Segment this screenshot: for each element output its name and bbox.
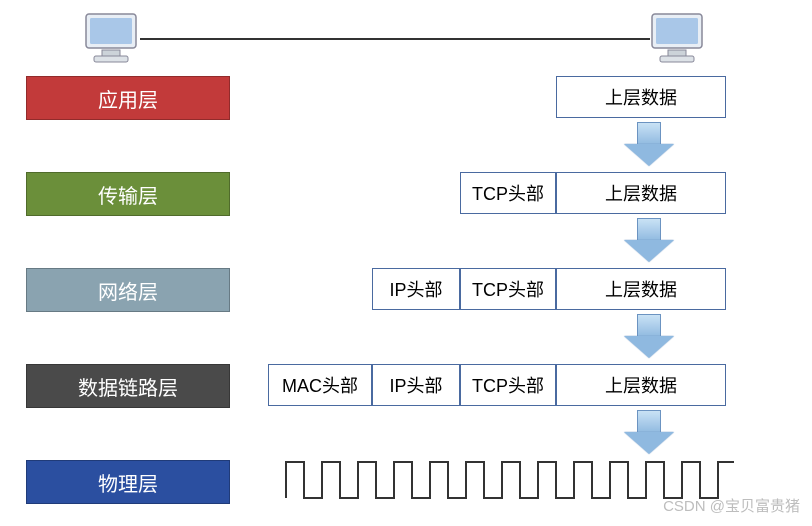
down-arrow-2 [624,314,674,360]
computer-left-icon [80,10,142,66]
encap-row-3: MAC头部IP头部TCP头部上层数据 [268,364,726,406]
layer-label-app: 应用层 [26,76,230,120]
layer-label-transport: 传输层 [26,172,230,216]
segment-tcp: TCP头部 [460,172,556,214]
encap-row-1: TCP头部上层数据 [460,172,726,214]
segment-tcp: TCP头部 [460,364,556,406]
segment-payload: 上层数据 [556,76,726,118]
segment-payload: 上层数据 [556,172,726,214]
down-arrow-3 [624,410,674,456]
layer-label-network: 网络层 [26,268,230,312]
encap-row-2: IP头部TCP头部上层数据 [372,268,726,310]
segment-payload: 上层数据 [556,364,726,406]
segment-ip: IP头部 [372,268,460,310]
computer-right-icon [646,10,708,66]
physical-square-wave [284,460,734,500]
segment-payload: 上层数据 [556,268,726,310]
diagram-canvas: 应用层传输层网络层数据链路层物理层 上层数据TCP头部上层数据IP头部TCP头部… [0,0,812,526]
watermark-text: CSDN @宝贝富贵猪 [663,495,800,516]
segment-mac: MAC头部 [268,364,372,406]
segment-ip: IP头部 [372,364,460,406]
segment-tcp: TCP头部 [460,268,556,310]
encap-row-0: 上层数据 [556,76,726,118]
down-arrow-1 [624,218,674,264]
layer-label-physical: 物理层 [26,460,230,504]
layer-label-datalink: 数据链路层 [26,364,230,408]
down-arrow-0 [624,122,674,168]
connection-line [140,38,650,40]
